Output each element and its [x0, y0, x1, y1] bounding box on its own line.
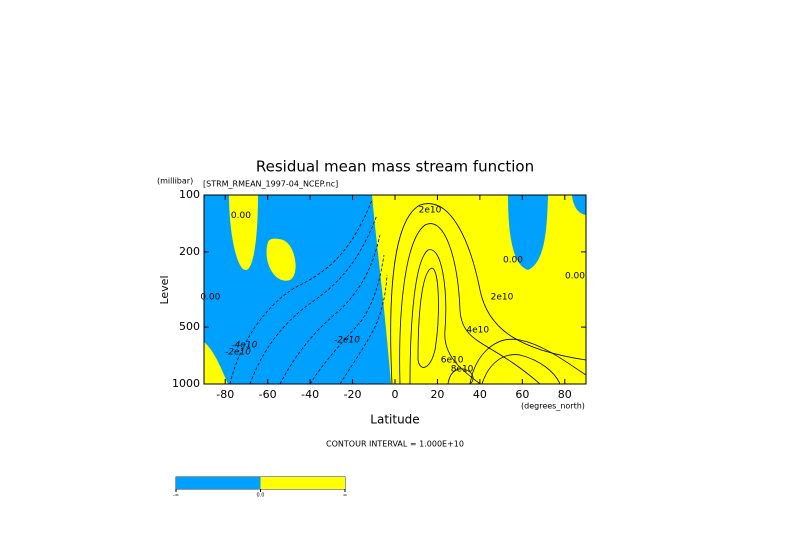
negative-region: [572, 195, 586, 215]
colorbar-label: -∞: [173, 493, 179, 499]
contour-label: -2e10: [334, 335, 360, 345]
contour-note: CONTOUR INTERVAL = 1.000E+10: [326, 440, 464, 449]
contour-label: -4e10: [231, 340, 257, 350]
subtitle: [STRM_RMEAN_1997-04_NCEP.nc]: [203, 180, 338, 189]
negative-region: [204, 195, 391, 384]
chart-title: Residual mean mass stream function: [256, 158, 534, 176]
contour-label: 0.00: [231, 211, 251, 221]
plot-area: [203, 194, 587, 385]
x-tick-label: 80: [558, 388, 572, 401]
x-tick-label: -80: [216, 388, 234, 401]
negative-region: [508, 195, 548, 270]
x-tick-label: -20: [344, 388, 362, 401]
colorbar-label: ∞: [343, 493, 347, 499]
contour-label: 2e10: [491, 292, 514, 302]
y-unit: (millibar): [157, 177, 193, 186]
y-tick-label: 200: [179, 245, 200, 258]
x-unit: (degrees_north): [521, 402, 585, 411]
contour-lines: [229, 199, 587, 385]
contour-label: 4e10: [466, 326, 489, 336]
contour-label: 6e10: [441, 356, 464, 366]
contour-label: 0.00: [565, 271, 585, 281]
contour-label: 0.00: [200, 292, 220, 302]
x-tick-label: 40: [473, 388, 487, 401]
x-tick-label: 60: [515, 388, 529, 401]
contour-label: 0.00: [503, 256, 523, 266]
y-tick-label: 100: [179, 188, 200, 201]
x-tick-label: 20: [430, 388, 444, 401]
y-label: Level: [158, 275, 171, 304]
contour-label: 2e10: [419, 205, 442, 215]
colorbar-swatch: [176, 477, 261, 489]
x-tick-label: -40: [301, 388, 319, 401]
x-tick-label: -60: [259, 388, 277, 401]
colorbar-label: 0.0: [257, 493, 265, 499]
contour-label: -2e10: [225, 347, 251, 357]
y-tick-label: 1000: [172, 377, 200, 390]
x-label: Latitude: [370, 413, 419, 427]
y-tick-label: 500: [179, 320, 200, 333]
x-tick-label: 0: [392, 388, 399, 401]
contour-label: 8e10: [451, 365, 474, 375]
colorbar-swatch: [260, 477, 345, 489]
